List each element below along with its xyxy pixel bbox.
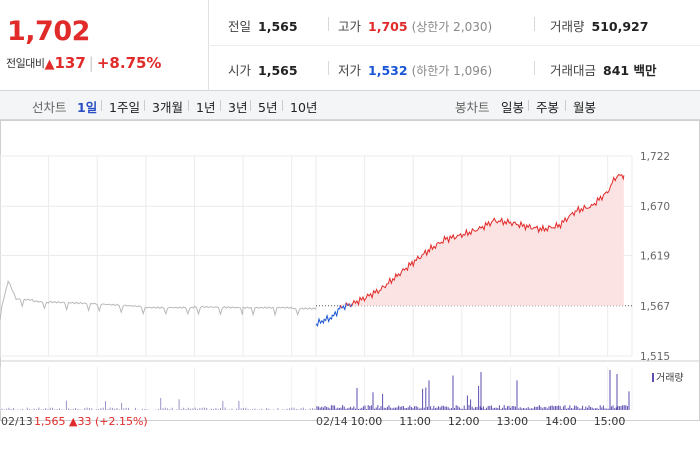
x-tick-label: 02/13 xyxy=(1,415,33,428)
y-tick-label: 1,670 xyxy=(640,201,670,213)
price-line-up xyxy=(351,173,625,307)
volume-label: 거래량 xyxy=(550,19,585,34)
prev-close-label: 전일 xyxy=(228,19,252,34)
chart-canvas: 1,722 1,670 1,619 1,567 1,515 거래량 02/13 02/14 10… xyxy=(0,120,700,428)
prev-day-close-caption: 1,565 ▲33 (+2.15%) xyxy=(34,415,148,428)
tab-monthly-candle[interactable]: 월봉 xyxy=(573,100,597,115)
x-tick-label: 13:00 xyxy=(496,415,528,428)
current-price: 1,702 xyxy=(7,16,90,47)
up-area-fill xyxy=(340,174,624,306)
y-tick-label: 1,722 xyxy=(640,151,670,163)
low-price: 저가 1,532 (하한가 1,096) xyxy=(338,60,492,79)
price-line-up xyxy=(339,304,343,309)
high-price: 고가 1,705 (상한가 2,030) xyxy=(338,16,492,35)
x-tick-label: 11:00 xyxy=(399,415,431,428)
y-tick-label: 1,567 xyxy=(640,301,670,313)
tab-1-day[interactable]: 1일 xyxy=(77,100,98,115)
tab-weekly-candle[interactable]: 주봉 xyxy=(536,100,560,115)
change-amount: 137 xyxy=(54,54,86,72)
price-summary: 1,702 전일대비▲137 | +8.75% xyxy=(0,0,209,91)
high-value: 1,705 xyxy=(368,19,408,34)
candle-chart-label: 봉차트 xyxy=(455,100,490,115)
prev-close: 전일 1,565 xyxy=(228,16,298,35)
low-label: 저가 xyxy=(338,63,362,78)
up-triangle-icon: ▲ xyxy=(44,57,55,72)
tab-daily-candle[interactable]: 일봉 xyxy=(501,100,525,115)
volume-value: 510,927 xyxy=(591,19,649,34)
change-percent: +8.75% xyxy=(96,54,162,72)
prev-close-value: 1,565 xyxy=(258,19,298,34)
volume: 거래량 510,927 xyxy=(550,16,648,35)
x-tick-label: 10:00 xyxy=(351,415,383,428)
tab-10-years[interactable]: 10년 xyxy=(290,100,318,115)
trade-value: 거래대금 841 백만 xyxy=(550,60,656,79)
tab-3-months[interactable]: 3개월 xyxy=(152,100,183,115)
y-tick-label: 1,515 xyxy=(640,351,670,363)
tab-1-week[interactable]: 1주일 xyxy=(109,100,140,115)
high-label: 고가 xyxy=(338,19,362,34)
change-label: 전일대비 xyxy=(6,57,45,70)
x-tick-label: 14:00 xyxy=(545,415,577,428)
open-value: 1,565 xyxy=(258,63,298,78)
x-tick-label: 02/14 xyxy=(316,415,348,428)
price-line-down xyxy=(341,302,347,311)
x-tick-label: 15:00 xyxy=(594,415,626,428)
x-tick-label: 12:00 xyxy=(448,415,480,428)
lower-limit: (하한가 1,096) xyxy=(411,64,493,78)
price-change: 전일대비▲137 | +8.75% xyxy=(6,54,162,72)
chart-tab-bar: 선차트 1일 1주일 3개월 1년 3년 5년 10년 봉차트 일봉 주봉 월봉 xyxy=(0,91,700,120)
price-line-down xyxy=(315,305,341,327)
price-line-up xyxy=(345,302,349,307)
volume-legend-swatch xyxy=(652,373,654,382)
volume-legend: 거래량 xyxy=(656,372,684,384)
tab-1-year[interactable]: 1년 xyxy=(196,100,216,115)
open-price: 시가 1,565 xyxy=(228,60,298,79)
low-value: 1,532 xyxy=(368,63,408,78)
tab-3-years[interactable]: 3년 xyxy=(228,100,248,115)
header-divider xyxy=(210,45,700,46)
open-label: 시가 xyxy=(228,63,252,78)
trade-value-value: 841 백만 xyxy=(603,63,657,78)
upper-limit: (상한가 2,030) xyxy=(411,20,493,34)
tab-5-years[interactable]: 5년 xyxy=(258,100,278,115)
quote-header: 1,702 전일대비▲137 | +8.75% 전일 1,565 고가 1,705 (상한… xyxy=(0,0,700,91)
trade-value-label: 거래대금 xyxy=(550,63,597,78)
line-chart-label: 선차트 xyxy=(32,100,67,115)
intraday-chart: 1,722 1,670 1,619 1,567 1,515 거래량 02/13 02/14 10… xyxy=(0,120,700,450)
y-tick-label: 1,619 xyxy=(640,251,670,263)
prev-day-line xyxy=(0,279,317,320)
